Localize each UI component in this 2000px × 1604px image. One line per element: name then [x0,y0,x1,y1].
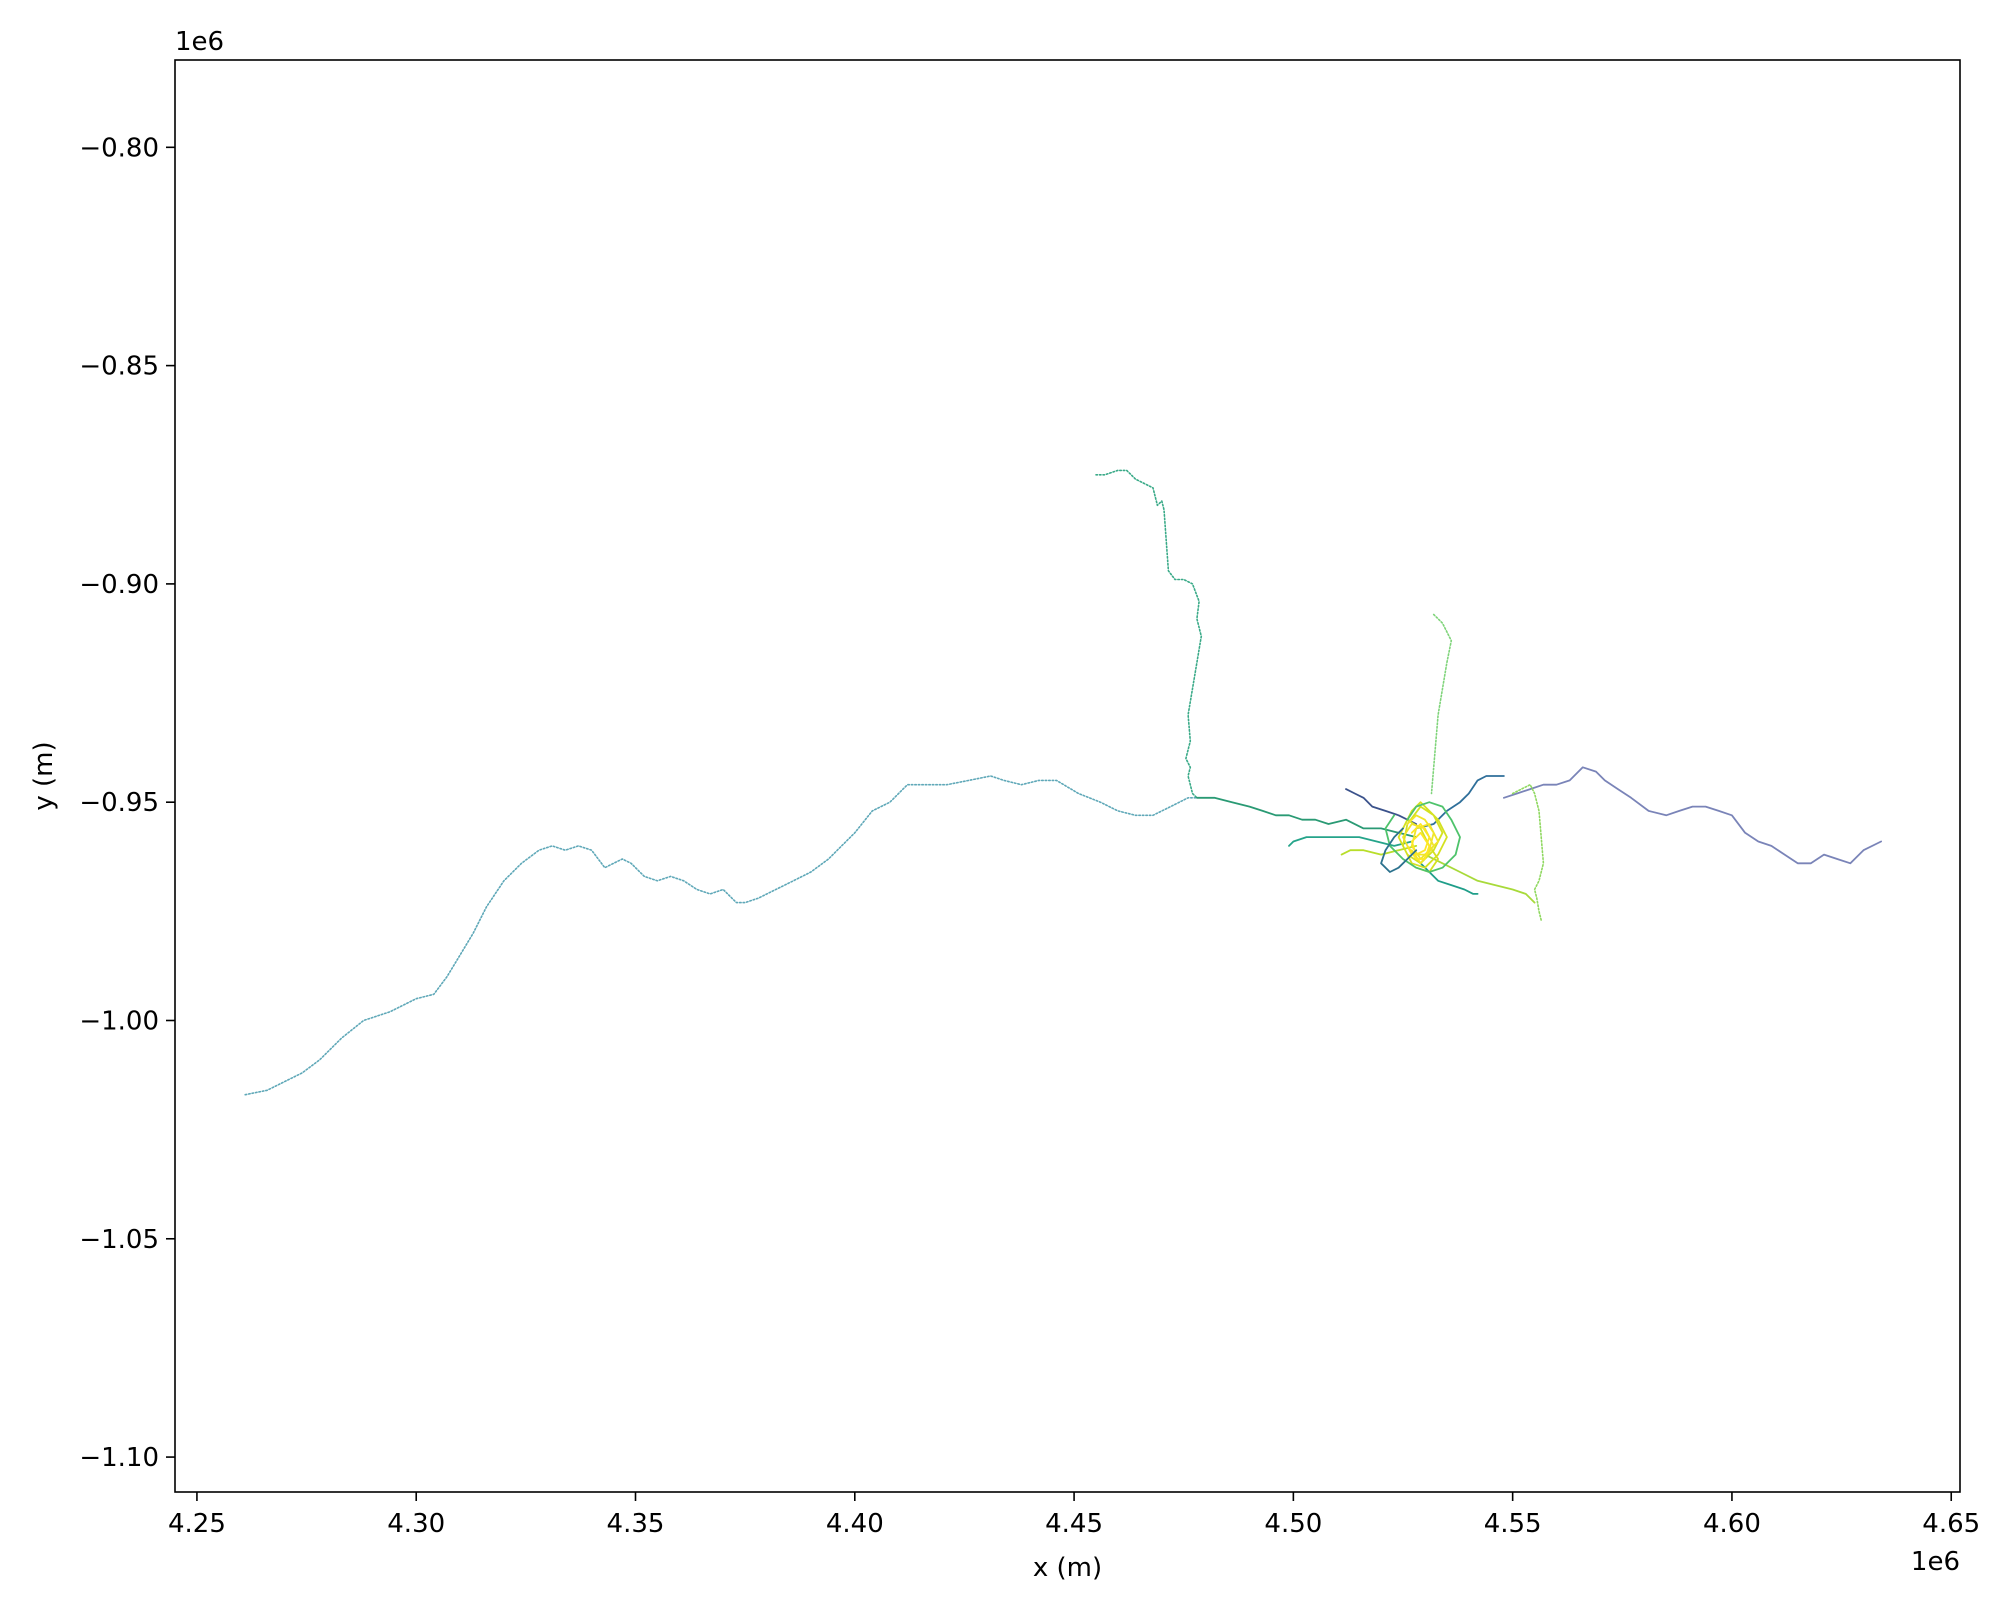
axes-frame [174,59,1961,1493]
x-axis-label: x (m) [1033,1553,1102,1583]
trajectory-line-7 [1511,783,1545,921]
x-axis-ticks: 4.25 4.30 4.35 4.40 4.45 4.50 4.55 4.60 4.65 [168,1492,1980,1539]
x-tick-label: 4.55 [1484,1509,1542,1539]
plot-lines [244,469,1882,1096]
x-tick-label: 4.65 [1922,1509,1980,1539]
y-axis-ticks: −0.80 −0.85 −0.90 −0.95 −1.00 −1.05 −1.10 [79,133,175,1473]
y-tick-label: −0.85 [79,352,159,382]
y-tick-label: −0.95 [79,788,159,818]
trajectory-line-2 [1095,469,1203,799]
x-tick-label: 4.50 [1264,1509,1322,1539]
y-tick-label: −0.90 [79,570,159,600]
y-axis-offset-label: 1e6 [175,27,224,57]
trajectory-line-10 [1340,845,1418,856]
trajectory-line-15 [1406,823,1431,860]
trajectory-line-17 [1380,827,1418,873]
y-axis-label: y (m) [29,741,59,810]
x-tick-label: 4.40 [826,1509,884,1539]
trajectory-line-13 [1397,801,1448,873]
x-tick-label: 4.35 [607,1509,665,1539]
y-tick-label: −1.00 [79,1006,159,1036]
x-tick-label: 4.45 [1045,1509,1103,1539]
y-tick-label: −0.80 [79,133,159,163]
x-tick-label: 4.25 [168,1509,226,1539]
trajectory-line-11 [1345,788,1418,825]
trajectory-line-6 [1430,613,1453,795]
x-tick-label: 4.60 [1703,1509,1761,1539]
x-tick-label: 4.30 [387,1509,445,1539]
trajectory-line-4 [1503,766,1882,865]
trajectory-line-16 [1384,801,1461,873]
y-tick-label: −1.05 [79,1225,159,1255]
trajectory-line-3 [1196,796,1418,838]
x-axis-offset-label: 1e6 [1911,1547,1960,1577]
y-tick-label: −1.10 [79,1443,159,1473]
trajectory-line-1 [244,775,1198,1096]
